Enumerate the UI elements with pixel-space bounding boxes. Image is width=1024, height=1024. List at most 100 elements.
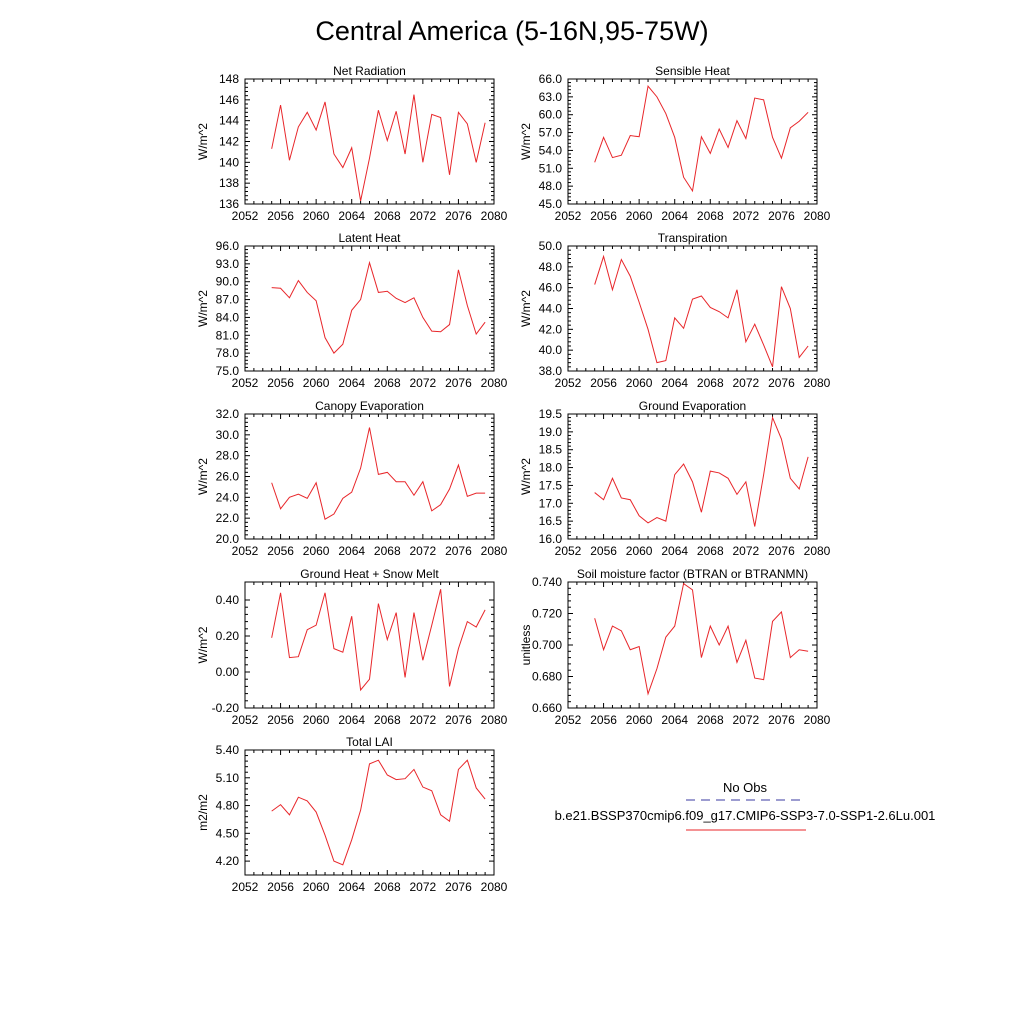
x-tick-label: 2080 <box>804 376 831 390</box>
y-tick-label: 26.0 <box>216 470 240 484</box>
y-tick-label: 0.740 <box>532 575 562 589</box>
plot-frame <box>244 581 495 709</box>
series-line <box>594 254 809 368</box>
legend: No Obs b.e21.BSSP370cmip6.f09_g17.CMIP6-… <box>555 780 935 831</box>
series-line <box>271 427 486 520</box>
x-tick-label: 2072 <box>410 209 437 223</box>
x-tick-label: 2068 <box>697 544 724 558</box>
y-tick-label: 40.0 <box>539 343 563 357</box>
y-tick-label: 138 <box>219 176 239 190</box>
x-tick-label: 2052 <box>555 209 582 223</box>
y-tick-label: 0.720 <box>532 607 562 621</box>
series-line <box>594 84 809 193</box>
x-tick-label: 2064 <box>661 544 688 558</box>
y-tick-label: 140 <box>219 155 239 169</box>
x-tick-label: 2076 <box>768 376 795 390</box>
y-tick-label: 142 <box>219 135 239 149</box>
x-tick-label: 2072 <box>733 544 760 558</box>
panel-5: Canopy Evaporation W/m^2 2052 2056 2060 2064 2… <box>196 399 508 558</box>
x-tick-label: 2068 <box>374 376 401 390</box>
x-tick-label: 2064 <box>338 544 365 558</box>
plot-frame <box>244 413 495 540</box>
y-tick-label: 87.0 <box>216 293 240 307</box>
series-line <box>271 759 486 866</box>
y-tick-label: 81.0 <box>216 328 240 342</box>
x-tick-label: 2052 <box>555 544 582 558</box>
x-tick-label: 2056 <box>590 376 617 390</box>
panel-title: Latent Heat <box>338 231 401 245</box>
x-tick-label: 2068 <box>374 209 401 223</box>
x-tick-label: 2052 <box>555 713 582 727</box>
x-tick-label: 2068 <box>697 376 724 390</box>
x-tick-label: 2056 <box>267 544 294 558</box>
panel-3: Latent Heat W/m^2 2052 2056 2060 2064 2068 2072… <box>196 231 508 390</box>
x-tick-label: 2064 <box>661 376 688 390</box>
x-tick-label: 2064 <box>338 880 365 894</box>
y-tick-label: 0.660 <box>532 701 562 715</box>
x-tick-label: 2056 <box>267 376 294 390</box>
x-tick-label: 2056 <box>267 713 294 727</box>
y-tick-label: 0.680 <box>532 670 562 684</box>
y-tick-label: 60.0 <box>539 108 563 122</box>
x-tick-label: 2068 <box>374 713 401 727</box>
x-tick-label: 2060 <box>626 713 653 727</box>
x-tick-label: 2056 <box>267 209 294 223</box>
panel-title: Canopy Evaporation <box>315 399 424 413</box>
panel-2: Sensible Heat W/m^2 2052 2056 2060 2064 2068 20… <box>519 64 831 223</box>
y-tick-label: 48.0 <box>539 179 563 193</box>
y-tick-label: 5.10 <box>216 771 240 785</box>
panel-6: Ground Evaporation W/m^2 2052 2056 2060 2064 2… <box>519 399 831 558</box>
y-tick-label: 32.0 <box>216 407 240 421</box>
y-tick-label: 18.0 <box>539 461 563 475</box>
x-tick-label: 2052 <box>232 880 259 894</box>
x-tick-label: 2064 <box>338 209 365 223</box>
y-axis-label: W/m^2 <box>196 290 210 327</box>
x-tick-label: 2056 <box>590 713 617 727</box>
y-tick-label: 0.00 <box>216 665 240 679</box>
y-tick-label: 44.0 <box>539 302 563 316</box>
y-tick-label: 19.5 <box>539 407 563 421</box>
y-tick-label: 0.20 <box>216 629 240 643</box>
y-axis-label: W/m^2 <box>519 458 533 495</box>
y-tick-label: 84.0 <box>216 310 240 324</box>
x-tick-label: 2076 <box>445 209 472 223</box>
x-tick-label: 2072 <box>733 209 760 223</box>
x-tick-label: 2080 <box>481 376 508 390</box>
x-tick-label: 2076 <box>445 544 472 558</box>
y-axis-label: W/m^2 <box>196 123 210 160</box>
x-tick-label: 2080 <box>804 713 831 727</box>
y-tick-label: 57.0 <box>539 126 563 140</box>
y-tick-label: -0.20 <box>212 701 240 715</box>
y-tick-label: 17.0 <box>539 496 563 510</box>
y-tick-label: 90.0 <box>216 275 240 289</box>
x-tick-label: 2064 <box>338 713 365 727</box>
x-tick-label: 2060 <box>303 880 330 894</box>
plot-frame <box>244 749 495 876</box>
series-line <box>594 582 809 696</box>
y-tick-label: 148 <box>219 72 239 86</box>
y-tick-label: 38.0 <box>539 364 563 378</box>
series-line <box>271 94 486 201</box>
y-tick-label: 17.5 <box>539 478 563 492</box>
y-axis-label: W/m^2 <box>196 458 210 495</box>
y-tick-label: 30.0 <box>216 428 240 442</box>
y-tick-label: 16.0 <box>539 532 563 546</box>
series-line <box>271 260 486 354</box>
x-tick-label: 2060 <box>626 209 653 223</box>
y-tick-label: 22.0 <box>216 511 240 525</box>
x-tick-label: 2056 <box>267 880 294 894</box>
x-tick-label: 2060 <box>626 544 653 558</box>
x-tick-label: 2080 <box>804 209 831 223</box>
y-axis-label: W/m^2 <box>519 290 533 327</box>
y-tick-label: 46.0 <box>539 281 563 295</box>
y-tick-label: 18.5 <box>539 443 563 457</box>
x-tick-label: 2068 <box>697 713 724 727</box>
panel-7: Ground Heat + Snow Melt W/m^2 2052 2056 2060… <box>196 567 508 727</box>
y-tick-label: 19.0 <box>539 425 563 439</box>
y-tick-label: 51.0 <box>539 161 563 175</box>
panel-title: Ground Evaporation <box>639 399 746 413</box>
figure-title: Central America (5-16N,95-75W) <box>315 16 708 46</box>
x-tick-label: 2076 <box>445 713 472 727</box>
y-tick-label: 42.0 <box>539 322 563 336</box>
